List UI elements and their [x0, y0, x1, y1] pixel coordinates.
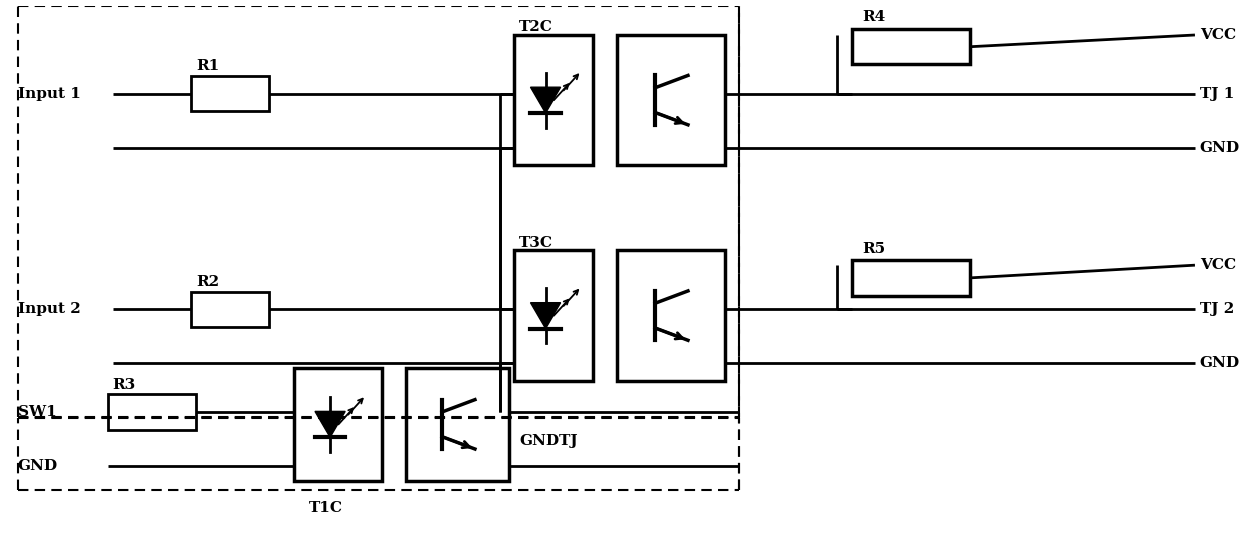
Bar	[515, 251, 593, 381]
Text: R4: R4	[862, 10, 885, 25]
Text: GND: GND	[1200, 141, 1240, 155]
Text: SW1: SW1	[17, 405, 56, 419]
Text: R1: R1	[196, 60, 219, 73]
Text: R2: R2	[196, 275, 219, 289]
Text: TJ 1: TJ 1	[1200, 87, 1234, 101]
Text: GNDTJ: GNDTJ	[520, 435, 578, 448]
Bar	[852, 29, 970, 64]
Text: T1C: T1C	[309, 501, 342, 515]
Bar	[618, 35, 725, 165]
Text: TJ 2: TJ 2	[1200, 302, 1234, 316]
Polygon shape	[315, 411, 345, 437]
Bar	[618, 251, 725, 381]
Text: Input 2: Input 2	[17, 302, 81, 316]
Polygon shape	[531, 87, 560, 113]
Text: R3: R3	[113, 378, 136, 391]
Text: R5: R5	[862, 241, 885, 256]
Bar	[191, 292, 269, 327]
Bar	[108, 394, 196, 430]
Bar	[191, 76, 269, 111]
Text: T2C: T2C	[520, 20, 553, 34]
Text: Input 1: Input 1	[17, 87, 81, 101]
Bar	[294, 368, 382, 480]
Bar	[852, 260, 970, 295]
Bar	[515, 35, 593, 165]
Text: GND: GND	[1200, 356, 1240, 370]
Text: VCC: VCC	[1200, 258, 1236, 272]
Text: GND: GND	[17, 459, 58, 473]
Text: T3C: T3C	[520, 236, 553, 250]
Polygon shape	[531, 302, 560, 329]
Bar	[407, 368, 510, 480]
Text: VCC: VCC	[1200, 28, 1236, 42]
